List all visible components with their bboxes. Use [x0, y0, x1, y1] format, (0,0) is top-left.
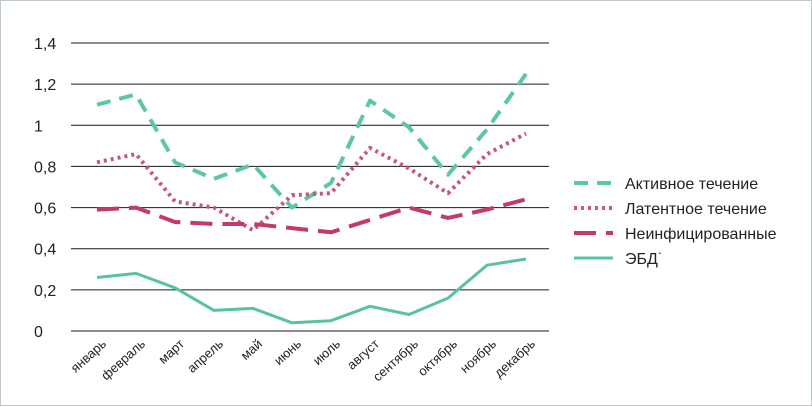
y-tick-label: 1,2 [34, 77, 56, 94]
series-line-2 [96, 131, 527, 233]
x-tick-label: декабрь [491, 336, 538, 380]
x-tick-label: март [155, 336, 187, 367]
series-line-3 [96, 197, 527, 235]
legend-label: ЭБД˙ [625, 251, 663, 268]
series-line-1 [96, 72, 528, 210]
gridlines [71, 42, 549, 332]
x-tick-label: июль [310, 336, 343, 368]
y-tick-label: 0,2 [34, 283, 56, 300]
legend-label: Латентное течение [625, 201, 767, 218]
y-tick-label: 0,6 [34, 201, 56, 218]
y-tick-label: 0,4 [34, 242, 56, 259]
legend-label: Активное течение [625, 176, 758, 193]
y-tick-label: 1 [34, 118, 43, 135]
series-line-4 [96, 257, 527, 325]
series-lines [96, 72, 528, 325]
y-tick-label: 0,8 [34, 159, 56, 176]
y-tick-label: 1,4 [34, 36, 56, 53]
legend: Активное течение Латентное течение Неинфиц… [574, 176, 777, 268]
legend-label: Неинфицированные [625, 226, 777, 243]
x-tick-label: февраль [98, 336, 148, 383]
y-tick-label: 0 [34, 324, 43, 341]
y-axis-ticks: 0 0,2 0,4 0,6 0,8 1 1,2 1,4 [34, 36, 56, 341]
x-tick-label: июнь [271, 336, 304, 368]
x-tick-label: апрель [184, 336, 226, 376]
x-tick-label: октябрь [415, 336, 461, 379]
x-tick-label: май [238, 336, 265, 363]
